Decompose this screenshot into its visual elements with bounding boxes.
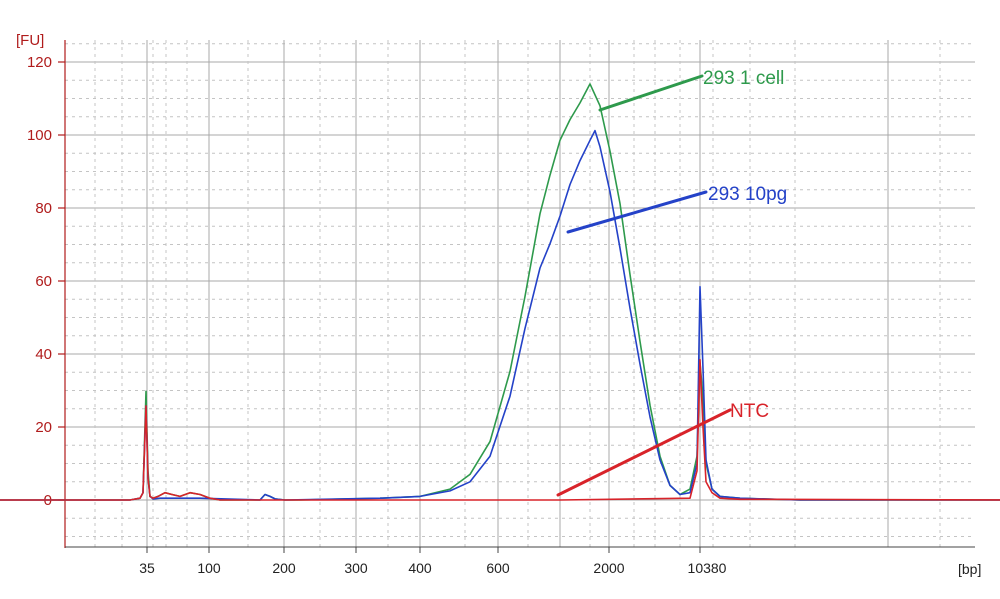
annotation-label: NTC: [730, 401, 769, 422]
series-line-ntc: [0, 358, 1000, 501]
annotation-label: 293 1 cell: [703, 68, 784, 89]
series-line-293-10pg: [0, 129, 1000, 501]
series-line-293-1-cell: [0, 83, 1000, 501]
grid-layer: [65, 40, 975, 547]
axes-layer: [FU] [bp]: [16, 32, 981, 577]
x-tick-label: 400: [408, 560, 432, 576]
x-axis-unit: [bp]: [958, 561, 981, 577]
annotation-layer: 293 1 cell 293 10pg NTC: [556, 68, 787, 497]
y-tick-label: 60: [35, 273, 52, 290]
y-tick-label: 20: [35, 419, 52, 436]
x-tick-label: 300: [344, 560, 368, 576]
x-tick-label: 100: [197, 560, 221, 576]
annotation-pointer: [598, 74, 704, 112]
x-tick-label: 35: [139, 560, 155, 576]
x-tick-label: 200: [272, 560, 296, 576]
series-layer: [0, 83, 1000, 501]
y-tick-label: 80: [35, 200, 52, 217]
y-tick-label: 100: [27, 127, 52, 144]
x-tick-label: 600: [486, 560, 510, 576]
x-tick-label: 10380: [688, 560, 727, 576]
x-tick-label: 2000: [593, 560, 624, 576]
y-axis-unit: [FU]: [16, 32, 44, 49]
y-tick-label: 120: [27, 54, 52, 71]
annotation-pointer: [556, 408, 732, 497]
annotation-label: 293 10pg: [708, 184, 787, 205]
annotation-pointer: [566, 190, 708, 234]
y-tick-label: 40: [35, 346, 52, 363]
